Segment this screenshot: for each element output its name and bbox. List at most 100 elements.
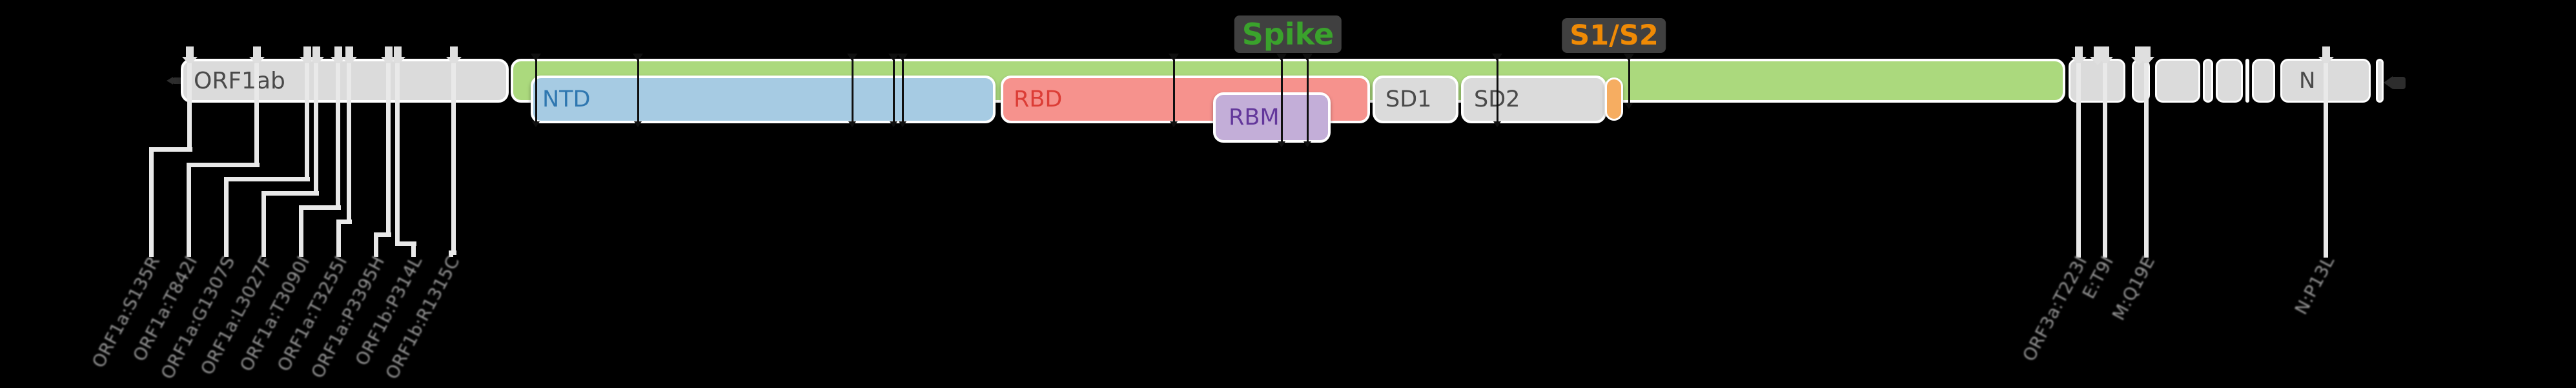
mutation-marker-elbow — [374, 232, 391, 237]
orf1ab-box: ORF1ab — [181, 59, 509, 103]
gene-box — [2216, 59, 2243, 103]
five-prime-arrow-icon — [167, 77, 173, 85]
sd2-box: SD2 — [1461, 76, 1606, 123]
n-gene-label: N — [2299, 68, 2316, 94]
mutation-marker-line — [224, 177, 229, 257]
mutation-tick — [2135, 46, 2143, 58]
mutation-marker-line — [347, 63, 351, 224]
mutation-marker-line — [2103, 63, 2107, 258]
mutation-marker-line — [2144, 63, 2149, 258]
mutation-arrow-icon — [2071, 57, 2087, 65]
mutation-tick — [303, 46, 311, 58]
spike-mutation-arrow-icon — [1493, 121, 1501, 127]
mutation-arrow-icon — [2090, 57, 2105, 65]
mutation-marker-elbow — [395, 241, 416, 246]
mutation-marker-line — [305, 63, 309, 181]
mutation-tick — [2322, 46, 2330, 58]
mutation-marker-line — [149, 147, 154, 257]
mutation-marker-line — [336, 220, 341, 257]
mutation-arrow-icon — [390, 57, 405, 65]
spike-mutation-arrow-icon — [890, 121, 897, 127]
spike-mutation-line — [893, 60, 895, 123]
mutation-tick — [186, 46, 194, 58]
gene-box — [2376, 59, 2384, 103]
mutation-marker-line — [2324, 63, 2328, 258]
mutation-marker-line — [451, 63, 456, 255]
mutation-arrow-icon — [309, 57, 324, 65]
mutation-marker-line — [254, 63, 259, 167]
gene-box — [2245, 59, 2249, 103]
spike-mutation-arrow-icon — [531, 54, 541, 61]
spike-mutation-arrow-icon — [1624, 54, 1634, 61]
mutation-marker-line — [299, 205, 303, 257]
mutation-marker-line — [2076, 63, 2081, 258]
mutation-label: M:Q19E — [2109, 252, 2160, 324]
spike-mutation-line — [1307, 60, 1309, 143]
spike-mutation-arrow-icon — [847, 54, 857, 61]
mutation-marker-elbow — [299, 205, 341, 210]
spike-mutation-arrow-icon — [633, 54, 643, 61]
spike-mutation-arrow-icon — [897, 54, 908, 61]
spike-mutation-line — [1628, 60, 1630, 105]
spike-mutation-line — [1173, 60, 1175, 123]
mutation-label: N:P13L — [2291, 252, 2339, 318]
mutation-marker-line — [2103, 253, 2107, 257]
mutation-marker-line — [411, 241, 416, 257]
three-prime-arrow-bar — [2391, 77, 2406, 89]
three-prime-arrow-icon — [2384, 76, 2393, 89]
mutation-marker-line — [395, 63, 400, 246]
spike-mutation-arrow-icon — [848, 121, 856, 127]
mutation-marker-line — [2324, 253, 2328, 257]
spike-mutation-line — [852, 60, 854, 123]
five-prime-arrow-bar — [172, 77, 183, 84]
mutation-marker-elbow — [336, 220, 352, 224]
mutation-arrow-icon — [249, 57, 265, 65]
spike-mutation-arrow-icon — [1625, 103, 1633, 109]
mutation-tick — [450, 46, 458, 58]
gene-box — [2155, 59, 2200, 103]
mutation-marker-line — [187, 63, 192, 152]
mutation-tick — [345, 46, 353, 58]
spike-mutation-arrow-icon — [1278, 141, 1285, 147]
mutation-tick — [2075, 46, 2083, 58]
spike-gene-label: Spike — [1234, 15, 1342, 53]
mutation-arrow-icon — [2318, 57, 2334, 65]
rbm-label: RBM — [1229, 105, 1280, 130]
mutation-marker-elbow — [261, 191, 319, 196]
mutation-arrow-icon — [2131, 57, 2147, 65]
mutation-marker-elbow — [187, 163, 260, 167]
sd1-box: SD1 — [1373, 76, 1458, 123]
s1s2-site-marker — [1605, 77, 1623, 121]
mutation-tick — [2101, 46, 2109, 58]
spike-mutation-arrow-icon — [532, 121, 540, 127]
mutation-tick — [253, 46, 261, 58]
mutation-tick — [2094, 46, 2101, 58]
spike-mutation-arrow-icon — [1303, 141, 1311, 147]
mutation-arrow-icon — [342, 57, 357, 65]
mutation-tick — [2143, 46, 2151, 58]
sd1-label: SD1 — [1385, 87, 1432, 112]
mutation-tick — [312, 46, 320, 58]
spike-mutation-line — [1497, 60, 1498, 123]
mutation-tick — [334, 46, 342, 58]
spike-mutation-arrow-icon — [1302, 54, 1313, 61]
orf1ab-label: ORF1ab — [194, 67, 285, 94]
spike-mutation-arrow-icon — [1276, 54, 1287, 61]
spike-mutation-arrow-icon — [899, 121, 906, 127]
gene-box — [2203, 59, 2213, 103]
spike-mutation-line — [637, 60, 639, 123]
spike-mutation-line — [535, 60, 537, 123]
mutation-arrow-icon — [182, 57, 198, 65]
gene-box — [2252, 59, 2275, 103]
mutation-tick — [394, 46, 402, 58]
mutation-marker-elbow — [224, 177, 310, 181]
spike-mutation-arrow-icon — [1170, 121, 1178, 127]
spike-mutation-arrow-icon — [1492, 54, 1502, 61]
mutation-marker-line — [2076, 253, 2081, 257]
rbm-box: RBM — [1213, 92, 1331, 143]
mutation-marker-line — [2144, 253, 2149, 257]
spike-mutation-line — [1281, 60, 1283, 143]
ntd-label: NTD — [542, 87, 591, 112]
spike-mutation-line — [902, 60, 904, 123]
